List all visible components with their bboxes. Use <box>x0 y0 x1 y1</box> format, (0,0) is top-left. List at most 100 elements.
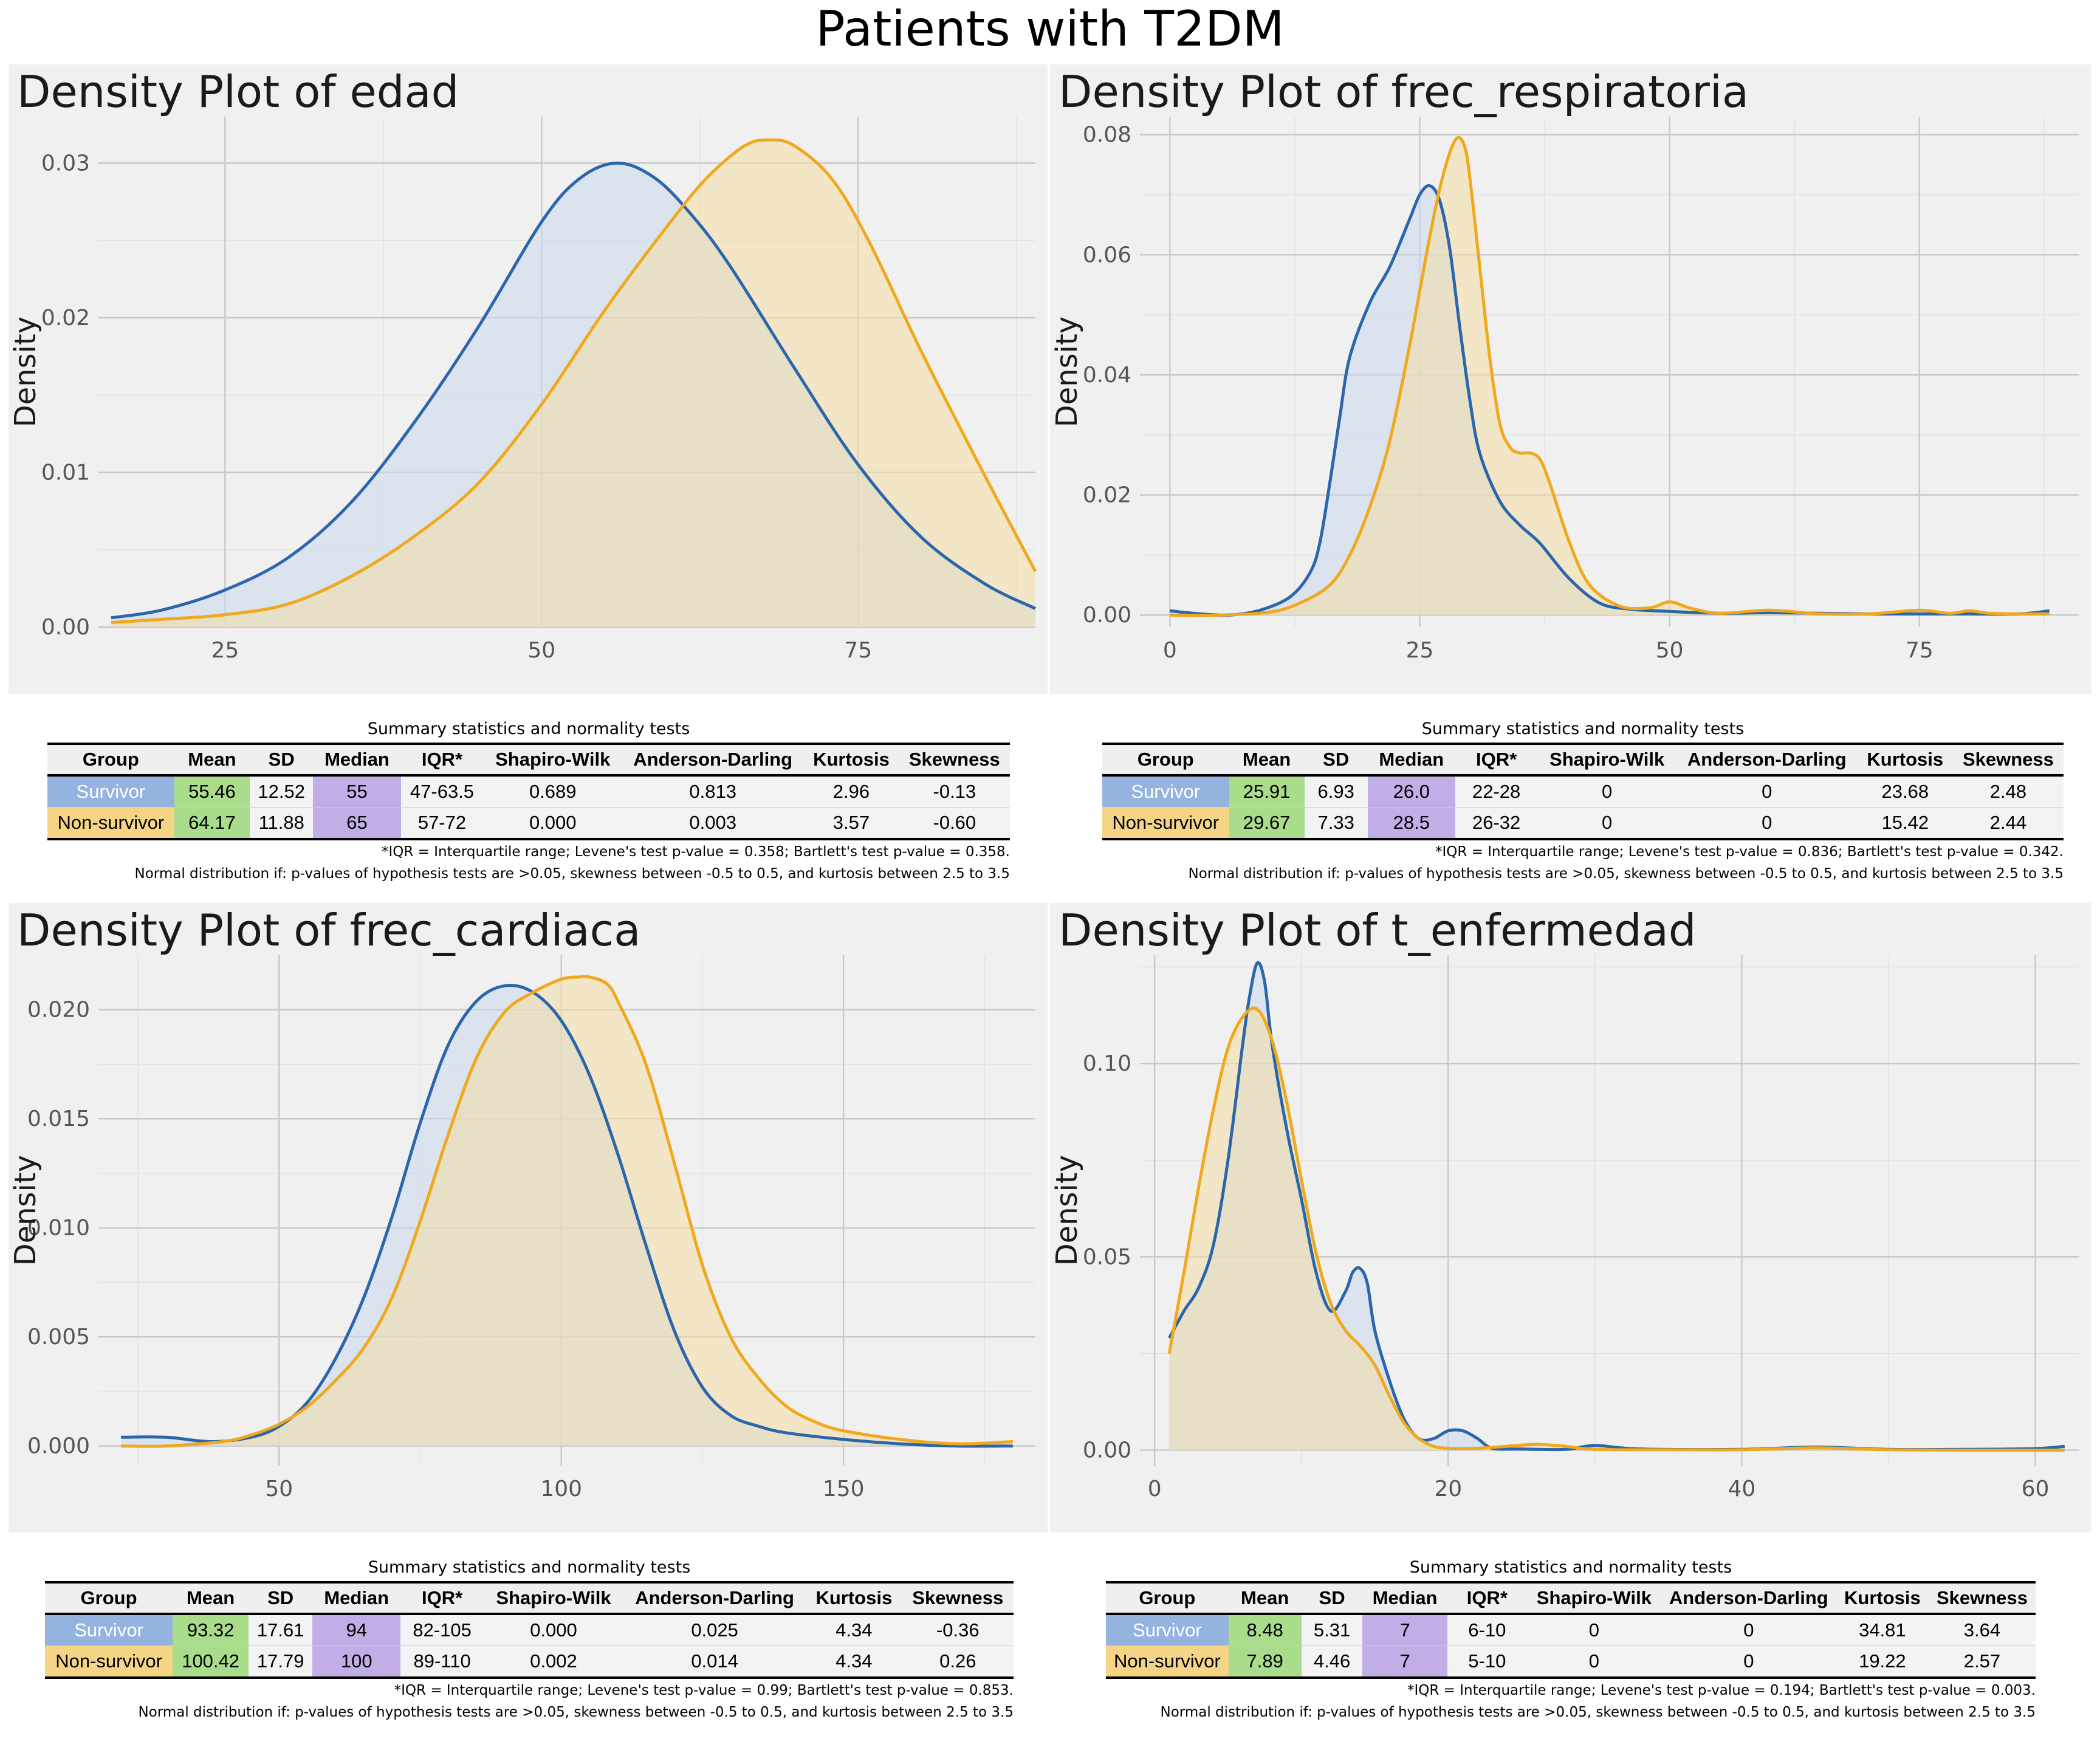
table-cell: 22-28 <box>1455 775 1538 808</box>
table-cell: 100.42 <box>173 1645 249 1679</box>
table-row: Survivor 55.46 12.52 55 47-63.5 0.689 0.813 2.9… <box>47 775 1010 808</box>
table-cell: 23.68 <box>1857 775 1953 808</box>
x-tick-label: 0 <box>1163 638 1177 663</box>
column-header: Shapiro-Wilk <box>1537 743 1676 777</box>
y-tick-label: 0.00 <box>1083 1438 1131 1463</box>
column-header: Anderson-Darling <box>1661 1581 1836 1615</box>
table-cell: 55 <box>313 775 401 808</box>
density-chart-edad: 25 50 75 0.00 0.01 0.02 0.03 Density Density Plo… <box>9 66 1037 663</box>
table-cell: 94 <box>312 1614 401 1646</box>
y-tick-label: 0.10 <box>1083 1051 1131 1076</box>
table-cell: 100 <box>312 1645 401 1679</box>
table-cell: 2.96 <box>803 775 899 808</box>
y-tick-label: 0.020 <box>27 998 90 1023</box>
table-cell: 65 <box>313 807 401 840</box>
table-cell: Non-survivor <box>47 807 174 840</box>
table-cell: 0 <box>1526 1645 1661 1679</box>
column-header: Group <box>1106 1581 1229 1615</box>
column-header: Kurtosis <box>1857 743 1953 777</box>
stats-caption: Summary statistics and normality tests <box>367 719 690 738</box>
table-cell: 0.689 <box>483 775 623 808</box>
table-cell: 29.67 <box>1229 807 1305 840</box>
stats-normality-note: Normal distribution if: p-values of hypo… <box>138 1704 1014 1720</box>
table-cell: 0 <box>1676 807 1858 840</box>
non-survivor-density-area <box>111 140 1035 627</box>
table-cell: 93.32 <box>173 1614 249 1646</box>
column-header: Anderson-Darling <box>1676 743 1858 777</box>
grid-lines <box>1140 117 2079 627</box>
column-header: Median <box>312 1581 401 1615</box>
table-cell: 26.0 <box>1367 775 1455 808</box>
table-cell: 17.79 <box>249 1645 313 1679</box>
stats-normality-note: Normal distribution if: p-values of hypo… <box>134 866 1011 882</box>
table-cell: 7.89 <box>1228 1645 1302 1679</box>
x-tick-label: 40 <box>1728 1477 1756 1501</box>
stats-footnote: *IQR = Interquartile range; Levene's tes… <box>394 1683 1014 1698</box>
survivor-density-line <box>1170 184 2050 617</box>
x-tick-label: 75 <box>844 638 872 663</box>
table-cell: 0 <box>1676 775 1858 808</box>
non-survivor-density-line <box>1167 1006 2065 1452</box>
table-row: Survivor 25.91 6.93 26.0 22-28 0 0 23.68 2.48 <box>1102 775 2064 808</box>
table-cell: 2.44 <box>1952 807 2064 840</box>
stats-block-edad: Summary statistics and normality tests G… <box>47 716 1010 884</box>
column-header: Median <box>1367 743 1455 777</box>
density-panel-t-enfermedad: 0 20 40 60 0.00 0.05 0.10 Density Density Plot o… <box>1050 903 2091 1532</box>
y-tick-label: 0.01 <box>41 460 90 485</box>
table-cell: 0.025 <box>623 1614 806 1646</box>
y-tick-label: 0.02 <box>1083 483 1131 508</box>
plot-title: Density Plot of frec_respiratoria <box>1059 66 1749 117</box>
table-cell: -0.60 <box>899 807 1010 840</box>
table-cell: Non-survivor <box>45 1645 173 1679</box>
table-cell: 82-105 <box>400 1614 484 1646</box>
table-cell: 26-32 <box>1455 807 1538 840</box>
column-header: SD <box>249 1581 313 1615</box>
table-cell: 7 <box>1362 1645 1447 1679</box>
stats-footnote: *IQR = Interquartile range; Levene's tes… <box>1407 1683 2036 1698</box>
column-header: Mean <box>173 1581 249 1615</box>
table-cell: 0.000 <box>483 1614 624 1646</box>
column-header: Kurtosis <box>806 1581 902 1615</box>
table-cell: 11.88 <box>250 807 314 840</box>
survivor-density-area <box>1170 185 2050 616</box>
density-chart-t-enfermedad: 0 20 40 60 0.00 0.05 0.10 Density Density Plot o… <box>1050 905 2079 1501</box>
density-panel-frec-cardiaca: 50 100 150 0.000 0.005 0.010 0.015 0.020 Density… <box>9 903 1048 1532</box>
table-cell: 0 <box>1661 1614 1836 1646</box>
table-cell: 8.48 <box>1228 1614 1302 1646</box>
survivor-density-line <box>111 161 1037 620</box>
x-tick-label: 0 <box>1148 1477 1162 1501</box>
table-cell: 3.57 <box>803 807 899 840</box>
column-header: IQR* <box>400 1581 484 1615</box>
table-cell: 57-72 <box>400 807 484 840</box>
x-tick-label: 50 <box>1656 638 1684 663</box>
main-title: Patients with T2DM <box>815 1 1285 57</box>
table-row: Non-survivor 29.67 7.33 28.5 26-32 0 0 15.42 2.4… <box>1102 807 2064 840</box>
plot-title: Density Plot of t_enfermedad <box>1059 905 1697 956</box>
column-header: Anderson-Darling <box>622 743 804 777</box>
table-cell: 7.33 <box>1304 807 1368 840</box>
table-cell: 64.17 <box>174 807 250 840</box>
x-tick-label: 50 <box>527 638 555 663</box>
table-cell: 0.003 <box>622 807 804 840</box>
table-cell: Survivor <box>47 775 174 808</box>
column-header: IQR* <box>400 743 484 777</box>
plot-title: Density Plot of edad <box>17 66 459 117</box>
stats-caption: Summary statistics and normality tests <box>1409 1558 1732 1577</box>
column-header: Shapiro-Wilk <box>483 1581 624 1615</box>
table-cell: 4.34 <box>806 1645 902 1679</box>
table-cell: 12.52 <box>250 775 314 808</box>
density-chart-frec-respiratoria: 0 25 50 75 0.00 0.02 0.04 0.06 0.08 Density Densit… <box>1050 66 2079 663</box>
column-header: Kurtosis <box>803 743 899 777</box>
column-header: Skewness <box>1928 1581 2036 1615</box>
x-tick-label: 50 <box>265 1477 293 1501</box>
stats-normality-note: Normal distribution if: p-values of hypo… <box>1160 1704 2036 1720</box>
table-cell: 15.42 <box>1857 807 1953 840</box>
column-header: Shapiro-Wilk <box>483 743 623 777</box>
x-tick-label: 100 <box>540 1477 582 1501</box>
stats-caption: Summary statistics and normality tests <box>368 1558 691 1577</box>
table-cell: 25.91 <box>1229 775 1305 808</box>
x-tick-label: 150 <box>823 1477 865 1501</box>
table-cell: 55.46 <box>174 775 250 808</box>
y-axis-title: Density <box>1050 317 1084 427</box>
y-tick-label: 0.05 <box>1083 1244 1131 1269</box>
